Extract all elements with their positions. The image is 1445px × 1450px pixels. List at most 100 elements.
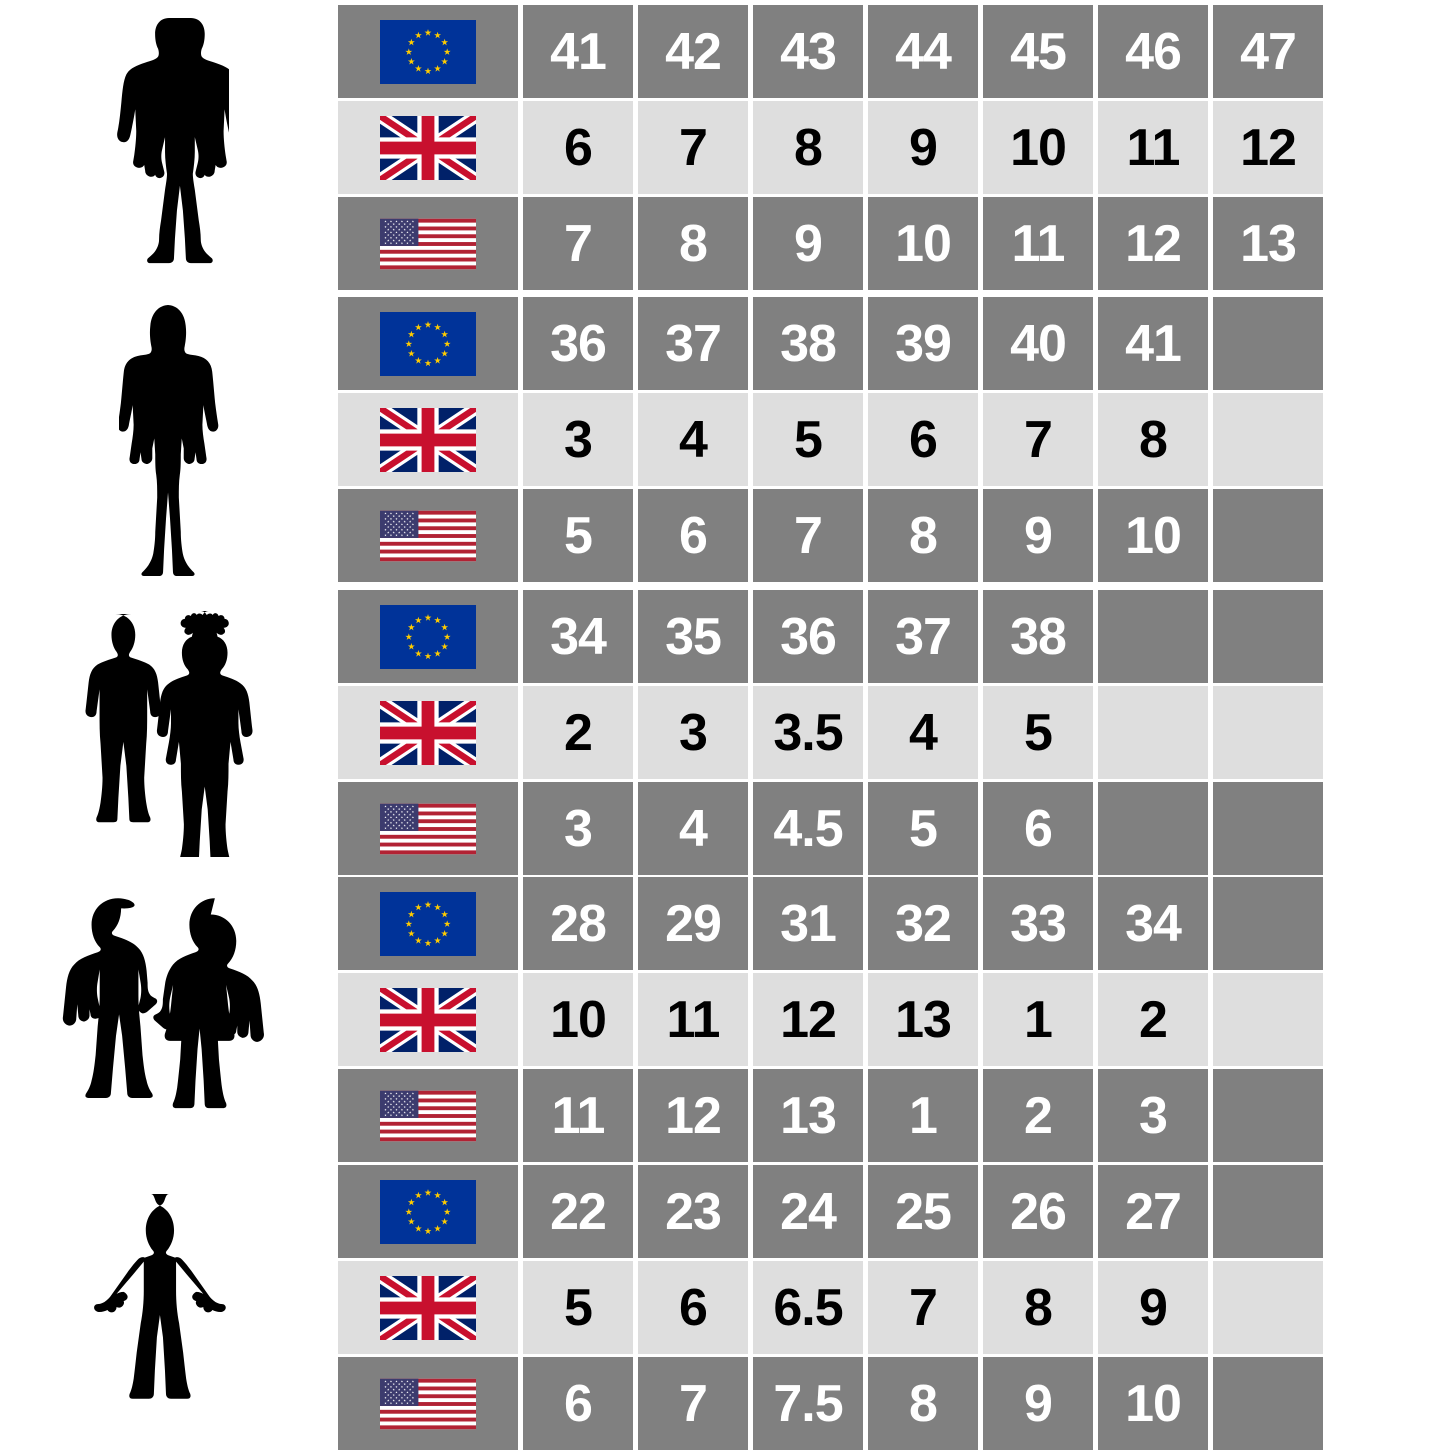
size-cell: 43 <box>753 5 863 98</box>
size-rows-women: 36 37 38 39 40 41 3 4 5 6 7 8 5 6 7 8 9 10 <box>338 297 1445 582</box>
size-value: 6 <box>909 410 938 469</box>
size-cell: 24 <box>753 1165 863 1258</box>
region-flag-cell-us <box>338 1357 518 1450</box>
table-row: 22 23 24 25 26 27 <box>338 1165 1445 1258</box>
size-value: 25 <box>895 1182 952 1241</box>
size-cell <box>1213 590 1323 683</box>
size-group-young-children: 28 29 31 32 33 34 10 11 12 13 1 2 11 12 13 1 2 3 <box>0 877 1445 1162</box>
table-row: 36 37 38 39 40 41 <box>338 297 1445 390</box>
size-cell: 2 <box>523 686 633 779</box>
figure-women <box>0 297 338 582</box>
size-cell: 37 <box>638 297 748 390</box>
size-value: 23 <box>665 1182 722 1241</box>
size-value: 6 <box>564 1374 593 1433</box>
size-value: 44 <box>895 22 952 81</box>
region-flag-cell-uk <box>338 101 518 194</box>
size-value: 13 <box>1240 214 1297 273</box>
size-value: 3 <box>564 410 593 469</box>
size-cell: 4.5 <box>753 782 863 875</box>
region-flag-cell-eu <box>338 5 518 98</box>
figure-men <box>0 5 338 290</box>
size-cell: 13 <box>753 1069 863 1162</box>
size-cell: 9 <box>753 197 863 290</box>
size-cell: 9 <box>868 101 978 194</box>
region-flag-cell-eu <box>338 877 518 970</box>
size-value: 2 <box>1139 990 1168 1049</box>
size-cell: 36 <box>753 590 863 683</box>
table-row: 7 8 9 10 11 12 13 <box>338 197 1445 290</box>
size-value: 10 <box>1010 118 1067 177</box>
size-value: 3 <box>679 703 708 762</box>
size-cell: 3 <box>523 782 633 875</box>
size-value: 13 <box>895 990 952 1049</box>
size-cell: 8 <box>868 1357 978 1450</box>
size-value: 8 <box>794 118 823 177</box>
region-flag-cell-us <box>338 489 518 582</box>
size-cell <box>1213 1261 1323 1354</box>
uk-flag-icon <box>380 988 476 1052</box>
size-value: 42 <box>665 22 722 81</box>
size-cell: 22 <box>523 1165 633 1258</box>
size-cell: 5 <box>753 393 863 486</box>
size-cell: 11 <box>983 197 1093 290</box>
size-cell <box>1213 686 1323 779</box>
region-flag-cell-eu <box>338 590 518 683</box>
size-cell: 10 <box>1098 1357 1208 1450</box>
size-rows-young-children: 28 29 31 32 33 34 10 11 12 13 1 2 11 12 13 1 2 3 <box>338 877 1445 1162</box>
size-cell: 6 <box>983 782 1093 875</box>
size-value: 2 <box>564 703 593 762</box>
size-value: 34 <box>550 607 607 666</box>
table-row: 2 3 3.5 4 5 <box>338 686 1445 779</box>
size-cell: 9 <box>983 1357 1093 1450</box>
size-value: 40 <box>1010 314 1067 373</box>
region-flag-cell-us <box>338 197 518 290</box>
size-value: 3 <box>564 799 593 858</box>
size-cell: 5 <box>523 1261 633 1354</box>
size-value: 4 <box>909 703 938 762</box>
size-cell: 8 <box>868 489 978 582</box>
size-cell <box>1213 393 1323 486</box>
size-value: 1 <box>1024 990 1053 1049</box>
size-cell: 3 <box>638 686 748 779</box>
region-flag-cell-us <box>338 1069 518 1162</box>
size-cell: 3 <box>1098 1069 1208 1162</box>
size-cell: 27 <box>1098 1165 1208 1258</box>
adult-man-silhouette <box>109 14 229 282</box>
region-flag-cell-uk <box>338 686 518 779</box>
size-cell: 6 <box>523 1357 633 1450</box>
us-flag-icon <box>380 1084 476 1148</box>
size-group-women: 36 37 38 39 40 41 3 4 5 6 7 8 5 6 7 8 9 10 <box>0 297 1445 582</box>
size-cell: 9 <box>1098 1261 1208 1354</box>
figure-older-children <box>0 590 338 875</box>
size-cell: 5 <box>868 782 978 875</box>
region-flag-cell-eu <box>338 297 518 390</box>
size-cell <box>1213 489 1323 582</box>
size-cell <box>1213 877 1323 970</box>
size-cell: 7.5 <box>753 1357 863 1450</box>
size-value: 9 <box>1024 506 1053 565</box>
size-value: 33 <box>1010 894 1067 953</box>
size-value: 4 <box>679 410 708 469</box>
table-row: 11 12 13 1 2 3 <box>338 1069 1445 1162</box>
size-value: 36 <box>780 607 837 666</box>
size-value: 41 <box>550 22 607 81</box>
size-value: 9 <box>794 214 823 273</box>
size-value: 1 <box>909 1086 938 1145</box>
size-cell: 5 <box>983 686 1093 779</box>
size-value: 46 <box>1125 22 1182 81</box>
size-value: 8 <box>1024 1278 1053 1337</box>
size-value: 6 <box>564 118 593 177</box>
size-value: 8 <box>909 506 938 565</box>
size-cell: 38 <box>753 297 863 390</box>
size-value: 38 <box>1010 607 1067 666</box>
us-flag-icon <box>380 212 476 276</box>
size-value: 4.5 <box>773 799 843 858</box>
size-value: 2 <box>1024 1086 1053 1145</box>
size-value: 11 <box>1126 118 1181 177</box>
size-value: 6 <box>679 1278 708 1337</box>
size-cell <box>1213 1357 1323 1450</box>
size-cell: 39 <box>868 297 978 390</box>
uk-flag-icon <box>380 116 476 180</box>
size-cell: 45 <box>983 5 1093 98</box>
size-value: 28 <box>550 894 607 953</box>
